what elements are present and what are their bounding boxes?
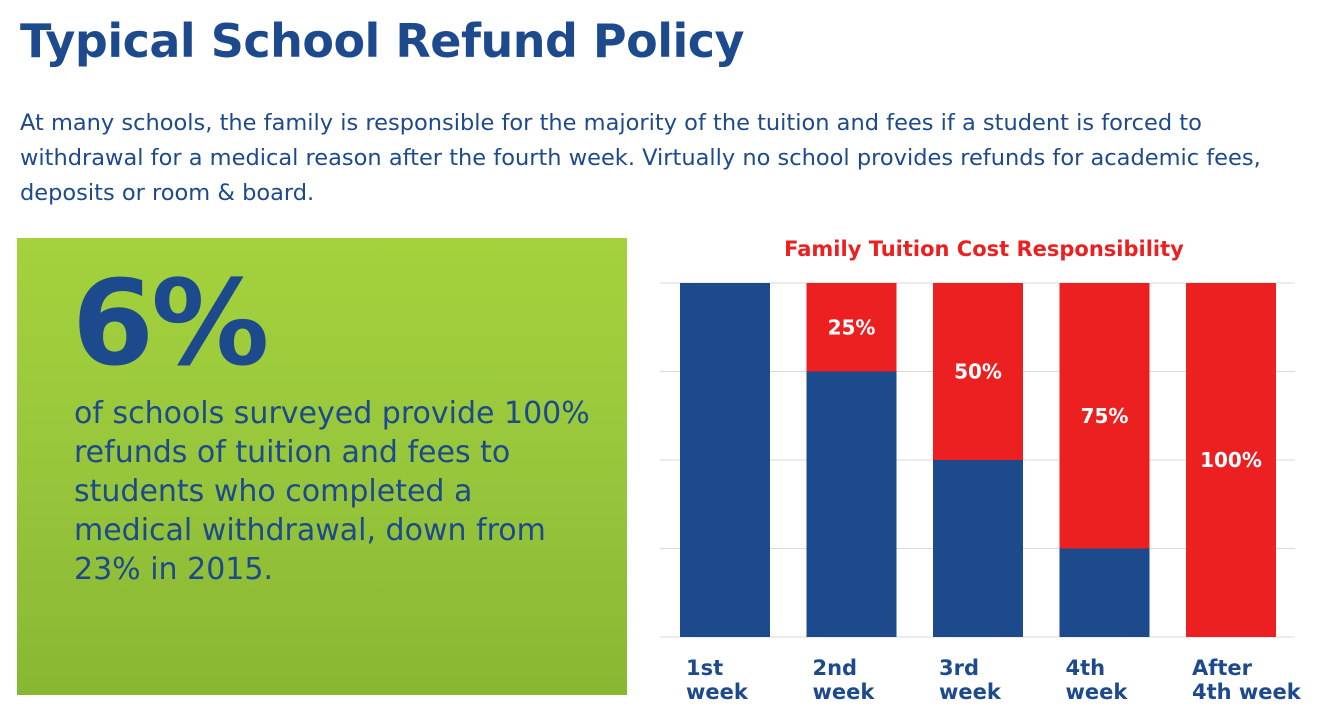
category-label: After: [1192, 656, 1253, 680]
bar-navy-segment: [1059, 548, 1150, 637]
bar-data-label: 100%: [1200, 448, 1262, 472]
category-label: week: [939, 680, 1002, 704]
category-label: 2nd: [813, 656, 858, 680]
bar-red-segment: [1186, 283, 1276, 637]
category-label: 1st: [686, 656, 723, 680]
category-label: week: [813, 680, 876, 704]
bar-red-segment: [933, 283, 1023, 460]
category-label: week: [1066, 680, 1129, 704]
bar-data-label: 75%: [1081, 404, 1129, 428]
bar-data-label: 50%: [954, 360, 1002, 384]
bar-red-segment: [1059, 283, 1150, 549]
category-label: 3rd: [939, 656, 979, 680]
page-title: Typical School Refund Policy: [20, 14, 745, 68]
bar-red-segment: [806, 283, 897, 372]
category-label: week: [686, 680, 749, 704]
stat-description: of schools surveyed provide 100% refunds…: [74, 396, 590, 587]
stat-number: 6%: [72, 254, 269, 392]
category-label: 4th: [1066, 656, 1106, 680]
chart-title: Family Tuition Cost Responsibility: [784, 237, 1184, 261]
intro-paragraph: At many schools, the family is responsib…: [20, 110, 1261, 206]
bar-data-label: 25%: [828, 315, 876, 339]
bar-navy-segment: [806, 371, 897, 637]
stat-callout-box: 6% of schools surveyed provide 100% refu…: [17, 238, 627, 695]
stacked-bar-chart: 1stweek25%2ndweek50%3rdweek75%4thweek100…: [660, 282, 1302, 704]
bar-navy-segment: [680, 283, 770, 637]
category-label: 4th week: [1192, 680, 1302, 704]
bar-navy-segment: [933, 460, 1023, 637]
